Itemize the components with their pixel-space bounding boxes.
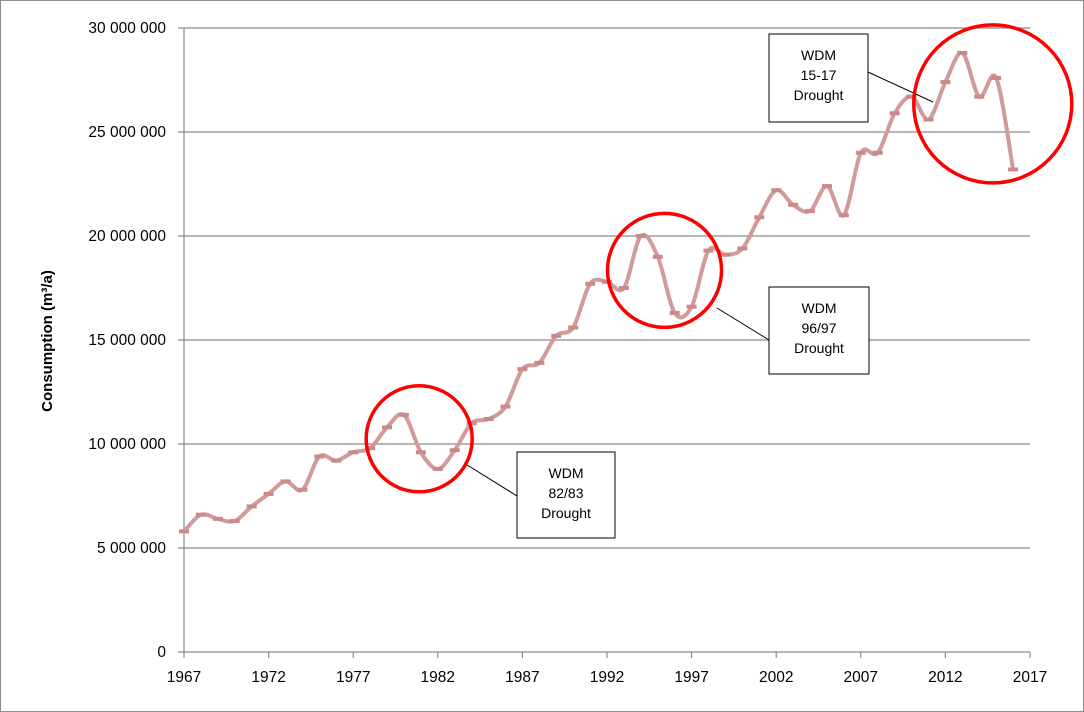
annotation-text: Drought (541, 505, 591, 521)
x-tick-label: 1992 (590, 669, 624, 686)
annotation-text: 15-17 (801, 67, 837, 83)
consumption-series (179, 50, 1019, 534)
drought-highlight-circle (605, 211, 724, 330)
y-tick-label: 30 000 000 (88, 20, 166, 37)
x-tick-label: 1972 (251, 669, 285, 686)
y-tick-label: 10 000 000 (88, 436, 166, 453)
y-tick-label: 25 000 000 (88, 124, 166, 141)
annotation-leader-line (867, 71, 934, 103)
annotation-text: WDM (801, 47, 836, 63)
annotation-text: Drought (794, 87, 844, 103)
annotation-text: Drought (794, 340, 844, 356)
x-axis: 1967 1972 1977 1982 1987 1992 1997 2002 2007 2012… (167, 652, 1047, 686)
annotation-text: WDM (802, 300, 837, 316)
x-tick-label: 1982 (421, 669, 455, 686)
annotation-box (768, 33, 869, 123)
y-tick-label: 0 (157, 644, 166, 661)
x-tick-label: 2017 (1013, 669, 1047, 686)
x-tick-label: 2012 (928, 669, 962, 686)
annotation-box (516, 451, 616, 539)
x-tick-label: 1997 (674, 669, 708, 686)
grid-lines (184, 27, 1030, 653)
y-tick-label: 15 000 000 (88, 332, 166, 349)
x-tick-label: 2007 (844, 669, 878, 686)
x-tick-label: 1987 (505, 669, 539, 686)
annotation-box (768, 286, 870, 375)
x-tick-label: 1967 (167, 669, 201, 686)
y-tick-label: 20 000 000 (88, 228, 166, 245)
annotations: WDM 82/83 Drought WDM 96/97 Drought WDM 15-17 Dr… (364, 23, 1074, 539)
drought-highlight-circle (912, 23, 1074, 185)
drought-highlight-circle (364, 384, 474, 494)
y-tick-label: 5 000 000 (97, 540, 166, 557)
annotation-leader-line (716, 307, 770, 341)
y-axis: 0 5 000 000 10 000 000 15 000 000 20 000 000… (88, 20, 185, 661)
annotation-text: 82/83 (548, 485, 583, 501)
annotation-text: WDM (549, 465, 584, 481)
x-tick-label: 2002 (759, 669, 793, 686)
y-axis-label: Consumption (m³/a) (39, 270, 56, 412)
x-tick-label: 1977 (336, 669, 370, 686)
annotation-text: 96/97 (801, 320, 836, 336)
annotation-leader-line (463, 462, 518, 497)
